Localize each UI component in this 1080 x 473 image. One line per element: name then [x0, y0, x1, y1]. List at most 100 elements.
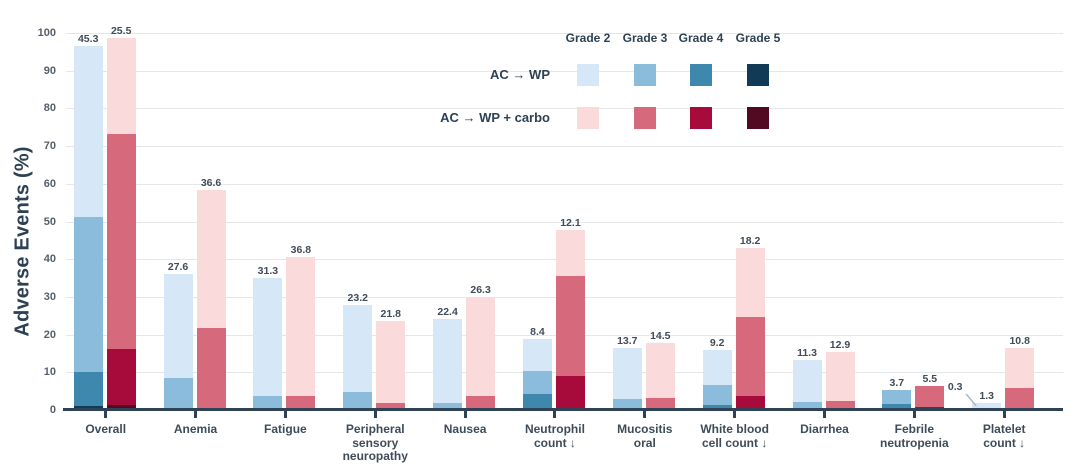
bar-value-label: 26.3 — [470, 284, 491, 297]
bar-segment — [466, 396, 496, 409]
category-label-line: Overall — [85, 422, 127, 436]
bar-value-label: 12.9 — [829, 339, 851, 352]
bar-segment — [343, 304, 373, 393]
category-label-line: neuropathy — [342, 449, 408, 463]
y-tick-label: 90 — [43, 64, 56, 77]
category-label: Platelet count ↓ — [956, 422, 1052, 450]
bar-segment — [645, 343, 675, 399]
bar-value-label: 23.2 — [347, 291, 368, 304]
gridline — [66, 183, 1063, 185]
category-label: Overall — [58, 422, 154, 437]
y-tick-label: 60 — [43, 177, 56, 190]
legend-swatch-acwp-grade2 — [577, 64, 599, 86]
bar-value-label: 25.5 — [110, 25, 132, 38]
bar-segment — [555, 376, 585, 409]
category-label-line: Anemia — [173, 422, 218, 436]
bar-segment — [73, 372, 103, 406]
bar-value-label: 45.3 — [77, 32, 99, 45]
bar-segment — [735, 316, 765, 397]
axis-tick — [643, 411, 647, 418]
category-label-line: count ↓ — [983, 435, 1026, 450]
bar-value-label: 9.2 — [709, 337, 725, 350]
legend-grade5-header: Grade 5 — [735, 31, 781, 45]
bar-segment — [1005, 388, 1035, 409]
y-tick-label: 30 — [43, 290, 56, 303]
axis-tick — [733, 411, 737, 418]
category-label-line: count ↓ — [533, 435, 576, 450]
gridline — [66, 108, 1063, 110]
bar-segment — [972, 402, 1002, 408]
bar-value-label: 36.6 — [200, 176, 222, 189]
bar-segment — [792, 402, 822, 409]
bar-value-label: 12.1 — [560, 217, 581, 230]
bar-segment — [163, 378, 193, 409]
category-label: Febrile neutropenia — [866, 422, 962, 450]
bar-value-label: 18.2 — [739, 235, 761, 248]
bar-segment — [73, 216, 103, 373]
axis-tick — [553, 411, 557, 418]
legend-swatch-acwpcarbo-grade5 — [746, 107, 769, 129]
y-tick-label: 80 — [43, 102, 56, 115]
bar-segment — [73, 45, 103, 217]
axis-tick — [194, 411, 198, 418]
axis-tick — [283, 411, 287, 418]
axis-tick — [463, 411, 467, 418]
legend-arm1-label: AC → WP — [490, 67, 550, 82]
legend-swatch-acwp-grade4 — [690, 64, 712, 86]
bar-segment — [825, 401, 855, 409]
bar-segment — [735, 248, 765, 317]
bar-segment — [343, 392, 373, 409]
bar-segment — [466, 297, 496, 397]
bar-segment — [253, 396, 283, 409]
category-label-line: Platelet — [982, 422, 1026, 436]
legend-grade3-header: Grade 3 — [622, 31, 668, 45]
bar-segment — [286, 257, 316, 397]
category-label: White blood cell count ↓ — [687, 422, 783, 450]
category-label-line: oral — [633, 435, 656, 450]
legend-grade2-header: Grade 2 — [565, 31, 611, 45]
bar-segment — [915, 386, 945, 408]
category-label-line: Diarrhea — [800, 422, 849, 436]
bar-segment — [196, 189, 226, 328]
bar-segment — [735, 396, 765, 409]
category-label-line: Mucositis — [617, 422, 673, 436]
bar-value-label: 31.3 — [257, 265, 279, 278]
category-label-line: neutropenia — [880, 435, 949, 450]
bar-value-label: 21.8 — [380, 307, 401, 320]
bar-segment — [376, 320, 406, 403]
axis-tick — [1002, 411, 1006, 418]
legend-grade4-header: Grade 4 — [678, 31, 724, 45]
bar-segment — [702, 384, 732, 405]
y-tick-label: 70 — [43, 140, 56, 153]
x-axis-line — [63, 408, 1063, 411]
y-tick-label: 10 — [43, 366, 56, 379]
bar-segment — [73, 405, 103, 409]
legend-swatch-acwpcarbo-grade2 — [577, 107, 599, 129]
gridline — [66, 33, 1063, 34]
legend-swatch-acwp-grade5 — [746, 64, 769, 86]
bar-segment — [555, 230, 585, 276]
bar-segment — [825, 352, 855, 402]
bar-segment — [522, 370, 552, 395]
category-label: Anemia — [148, 422, 244, 437]
category-label: Nausea — [417, 422, 513, 437]
bar-segment — [196, 327, 226, 409]
callout-label: 0.3 — [947, 381, 963, 393]
category-label-line: Neutrophil — [524, 422, 585, 436]
category-label-line: White blood — [700, 422, 769, 436]
y-tick-label: 40 — [43, 253, 56, 266]
category-label-line: Nausea — [443, 422, 487, 436]
category-label-line: Peripheral — [345, 422, 405, 436]
bar-value-label: 3.7 — [889, 377, 905, 390]
bar-segment — [612, 399, 642, 409]
bar-segment — [163, 274, 193, 379]
bar-segment — [702, 350, 732, 385]
category-label-line: Fatigue — [264, 422, 307, 436]
axis-tick — [373, 411, 377, 418]
category-label: Peripheral sensory neuropathy — [327, 422, 423, 464]
bar-segment — [286, 396, 316, 409]
bar-value-label: 11.3 — [797, 346, 817, 359]
category-label-line: Febrile — [894, 422, 935, 436]
axis-tick — [104, 411, 108, 418]
bar-segment — [882, 390, 912, 405]
